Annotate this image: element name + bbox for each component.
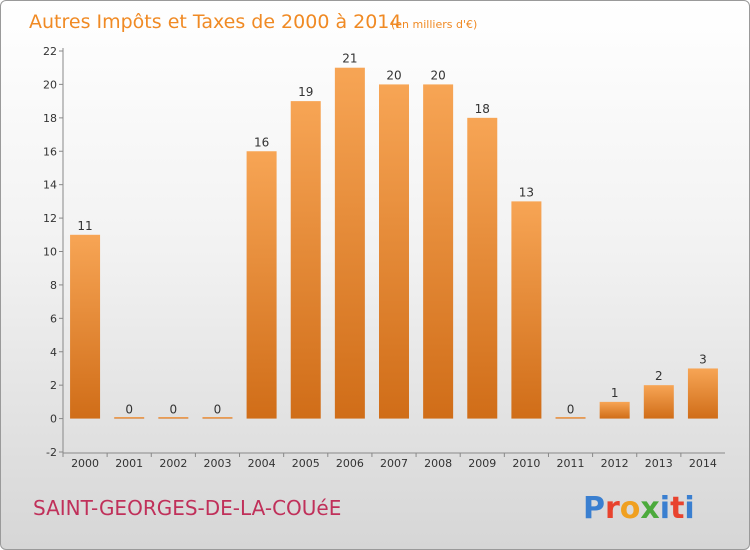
- logo-letter: i: [660, 491, 670, 526]
- y-tick-label: 16: [43, 145, 57, 158]
- x-label-2007: 2007: [380, 457, 408, 470]
- x-label-2001: 2001: [115, 457, 143, 470]
- y-tick-label: -2: [46, 446, 57, 459]
- x-label-2005: 2005: [292, 457, 320, 470]
- chart-title: Autres Impôts et Taxes de 2000 à 2014: [29, 11, 402, 33]
- y-tick-label: 10: [43, 246, 57, 259]
- value-label-2009: 18: [475, 102, 490, 116]
- logo-letter: r: [605, 491, 620, 526]
- value-label-2002: 0: [170, 403, 178, 417]
- bar-2003: [202, 417, 233, 419]
- value-label-2003: 0: [214, 403, 222, 417]
- value-label-2000: 11: [77, 219, 92, 233]
- y-tick-label: 6: [50, 312, 57, 325]
- y-tick-label: 12: [43, 212, 57, 225]
- bar-2007: [379, 84, 409, 419]
- y-tick-label: 8: [50, 279, 57, 292]
- x-label-2014: 2014: [689, 457, 717, 470]
- value-label-2014: 3: [699, 352, 707, 366]
- y-tick-label: 2: [50, 379, 57, 392]
- y-tick-label: 22: [43, 45, 57, 58]
- value-label-2006: 21: [342, 52, 357, 66]
- bar-2009: [467, 117, 498, 419]
- x-label-2010: 2010: [512, 457, 540, 470]
- x-label-2013: 2013: [645, 457, 673, 470]
- bars: 11 0 0 0 16 19 21 20 20 18 13 0 1 2 3: [70, 52, 718, 419]
- logo-letter: i: [684, 491, 694, 526]
- x-label-2008: 2008: [424, 457, 452, 470]
- bar-2014: [687, 368, 718, 419]
- value-label-2010: 13: [519, 185, 534, 199]
- value-label-2001: 0: [125, 403, 133, 417]
- value-label-2012: 1: [611, 386, 619, 400]
- x-labels: 2000 2001 2002 2003 2004 2005 2006 2007 2008 2009…: [62, 453, 717, 470]
- x-label-2004: 2004: [248, 457, 276, 470]
- bar-2001: [114, 417, 145, 419]
- bar-2000: [70, 234, 101, 419]
- value-label-2013: 2: [655, 369, 663, 383]
- bar-2012: [599, 401, 630, 419]
- x-label-2002: 2002: [159, 457, 187, 470]
- y-tick-label: 4: [50, 346, 57, 359]
- bar-2004: [246, 151, 277, 419]
- x-label-2012: 2012: [601, 457, 629, 470]
- commune-name: SAINT-GEORGES-DE-LA-COUéE: [33, 496, 341, 520]
- bar-2005: [290, 101, 321, 419]
- x-label-2006: 2006: [336, 457, 364, 470]
- y-tick-label: 18: [43, 112, 57, 125]
- bar-2013: [643, 385, 674, 419]
- bar-2011: [555, 417, 586, 419]
- x-label-2000: 2000: [71, 457, 99, 470]
- value-label-2011: 0: [567, 403, 575, 417]
- y-tick-label: 0: [50, 413, 57, 426]
- logo-letter: t: [670, 491, 684, 526]
- logo-letter: x: [640, 491, 659, 526]
- value-label-2005: 19: [298, 85, 313, 99]
- bar-2008: [423, 84, 454, 419]
- value-label-2007: 20: [386, 68, 401, 82]
- x-label-2003: 2003: [203, 457, 231, 470]
- bar-2006: [334, 67, 365, 419]
- value-label-2008: 20: [430, 68, 445, 82]
- bar-2010: [511, 201, 542, 419]
- chart-subtitle: (en milliers d'€): [391, 18, 477, 31]
- bar-2002: [158, 417, 189, 419]
- x-label-2011: 2011: [557, 457, 585, 470]
- logo-letter: P: [583, 491, 605, 526]
- y-tick-label: 14: [43, 179, 57, 192]
- logo-letter: o: [620, 491, 641, 526]
- proxiti-logo: Proxiti: [583, 491, 695, 526]
- value-label-2004: 16: [254, 135, 269, 149]
- y-tick-label: 20: [43, 78, 57, 91]
- y-ticks: -2 0 2 4 6 8 10 12 14 16 18 20 22: [43, 45, 63, 459]
- x-label-2009: 2009: [468, 457, 496, 470]
